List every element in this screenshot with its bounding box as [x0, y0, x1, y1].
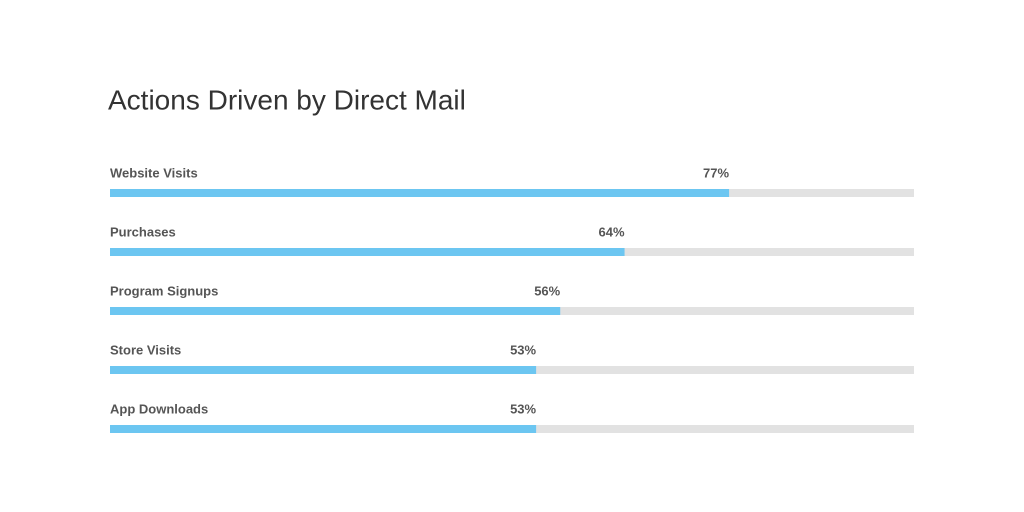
bar	[110, 248, 625, 256]
value-label: 64%	[599, 224, 625, 239]
value-label: 53%	[510, 342, 536, 357]
value-label: 56%	[534, 283, 560, 298]
bar-label: Program Signups	[110, 283, 218, 298]
bar	[110, 189, 730, 197]
bar-label: App Downloads	[110, 401, 208, 416]
bar-label: Store Visits	[110, 342, 181, 357]
value-label: 53%	[510, 401, 536, 416]
bar	[110, 307, 561, 315]
bar	[110, 366, 537, 374]
bar	[110, 425, 537, 433]
bar-label: Purchases	[110, 224, 176, 239]
value-label: 77%	[703, 165, 729, 180]
bar-label: Website Visits	[110, 165, 198, 180]
chart-title: Actions Driven by Direct Mail	[108, 84, 466, 115]
